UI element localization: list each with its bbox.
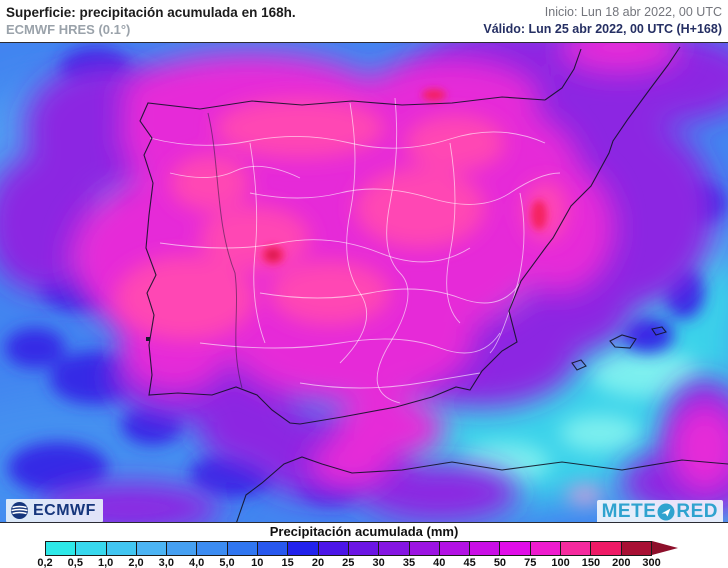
precipitation-map-svg bbox=[0, 43, 728, 522]
colorbar-cell bbox=[439, 542, 471, 555]
portugal-spain-border bbox=[207, 112, 243, 389]
legend: Precipitación acumulada (mm) 0,2 0,5 1,0 2,… bbox=[0, 523, 728, 568]
colorbar-tick-label: 30 bbox=[372, 557, 385, 568]
colorbar-tick-label: 15 bbox=[281, 557, 294, 568]
precipitation-map: ECMWF METE RED bbox=[0, 42, 728, 523]
header-left: Superficie: precipitación acumulada en 1… bbox=[6, 4, 296, 38]
map-title: Superficie: precipitación acumulada en 1… bbox=[6, 5, 296, 20]
colorbar-tick-label: 5,0 bbox=[219, 557, 235, 568]
colorbar-cell bbox=[258, 542, 289, 555]
header: Superficie: precipitación acumulada en 1… bbox=[0, 0, 728, 42]
colorbar-tick-label: 0,2 bbox=[37, 557, 53, 568]
colorbar-cell bbox=[348, 542, 380, 555]
coastlines bbox=[139, 46, 728, 522]
colorbar-cell bbox=[167, 542, 198, 555]
meteored-logo: METE RED bbox=[596, 500, 723, 522]
colorbar-cell bbox=[530, 542, 562, 555]
colorbar-tick-label: 20 bbox=[311, 557, 325, 568]
ecmwf-logo-text: ECMWF bbox=[33, 501, 96, 519]
colorbar-cell bbox=[318, 542, 349, 555]
colorbar-cell bbox=[197, 542, 228, 555]
colorbar-tick-label: 4,0 bbox=[188, 557, 205, 568]
colorbar-cell bbox=[227, 542, 259, 555]
colorbar-cell bbox=[288, 542, 319, 555]
colorbar-tick-label: 3,0 bbox=[158, 557, 174, 568]
colorbar-tick-label: 1,0 bbox=[98, 557, 114, 568]
header-right: Inicio: Lun 18 abr 2022, 00 UTC Válido: … bbox=[483, 4, 722, 38]
colorbar-arrow bbox=[652, 541, 678, 555]
colorbar-tick-label: 300 bbox=[642, 557, 661, 568]
colorbar-cell bbox=[561, 542, 592, 555]
colorbar-labels: 0,2 0,5 1,0 2,0 3,0 4,0 5,0 10 15 20 25 30 35 40 45 50 7… bbox=[0, 557, 728, 568]
colorbar-cell bbox=[591, 542, 622, 555]
meteored-logo-text-right: RED bbox=[676, 501, 718, 522]
colorbar-tick-label: 200 bbox=[612, 557, 631, 568]
colorbar-cell bbox=[500, 542, 531, 555]
colorbar-tick-label: 40 bbox=[433, 557, 446, 568]
colorbar-cell bbox=[621, 542, 651, 555]
colorbar-cell bbox=[470, 542, 501, 555]
colorbar-tick-label: 100 bbox=[551, 557, 570, 568]
colorbar-cell bbox=[136, 542, 168, 555]
colorbar-tick-label: 75 bbox=[524, 557, 537, 568]
colorbar-cell bbox=[379, 542, 410, 555]
colorbar-cell bbox=[106, 542, 137, 555]
legend-title: Precipitación acumulada (mm) bbox=[269, 524, 459, 539]
colorbar-tick-label: 50 bbox=[493, 557, 507, 568]
province-boundaries bbox=[149, 97, 561, 404]
colorbar-tick-label: 25 bbox=[342, 557, 355, 568]
ecmwf-logo: ECMWF bbox=[6, 499, 103, 522]
model-label: ECMWF HRES (0.1°) bbox=[6, 22, 131, 37]
meteored-o-icon bbox=[657, 503, 675, 521]
ecmwf-globe-icon bbox=[11, 502, 28, 519]
colorbar-cell bbox=[409, 542, 440, 555]
colorbar-tick-label: 10 bbox=[251, 557, 264, 568]
colorbar-tick-label: 35 bbox=[402, 557, 416, 568]
colorbar-tick-label: 45 bbox=[463, 557, 476, 568]
colorbar-tick-label: 150 bbox=[581, 557, 601, 568]
colorbar-cells bbox=[45, 541, 652, 556]
colorbar-tick-label: 0,5 bbox=[67, 557, 83, 568]
init-time-label: Inicio: Lun 18 abr 2022, 00 UTC bbox=[544, 5, 722, 19]
colorbar-tick-label: 2,0 bbox=[128, 557, 144, 568]
meteored-logo-text-left: METE bbox=[601, 501, 657, 522]
valid-time-label: Válido: Lun 25 abr 2022, 00 UTC (H+168) bbox=[483, 22, 722, 36]
colorbar-cell bbox=[46, 542, 77, 555]
colorbar-cell bbox=[76, 542, 107, 555]
city-dot bbox=[146, 337, 150, 341]
